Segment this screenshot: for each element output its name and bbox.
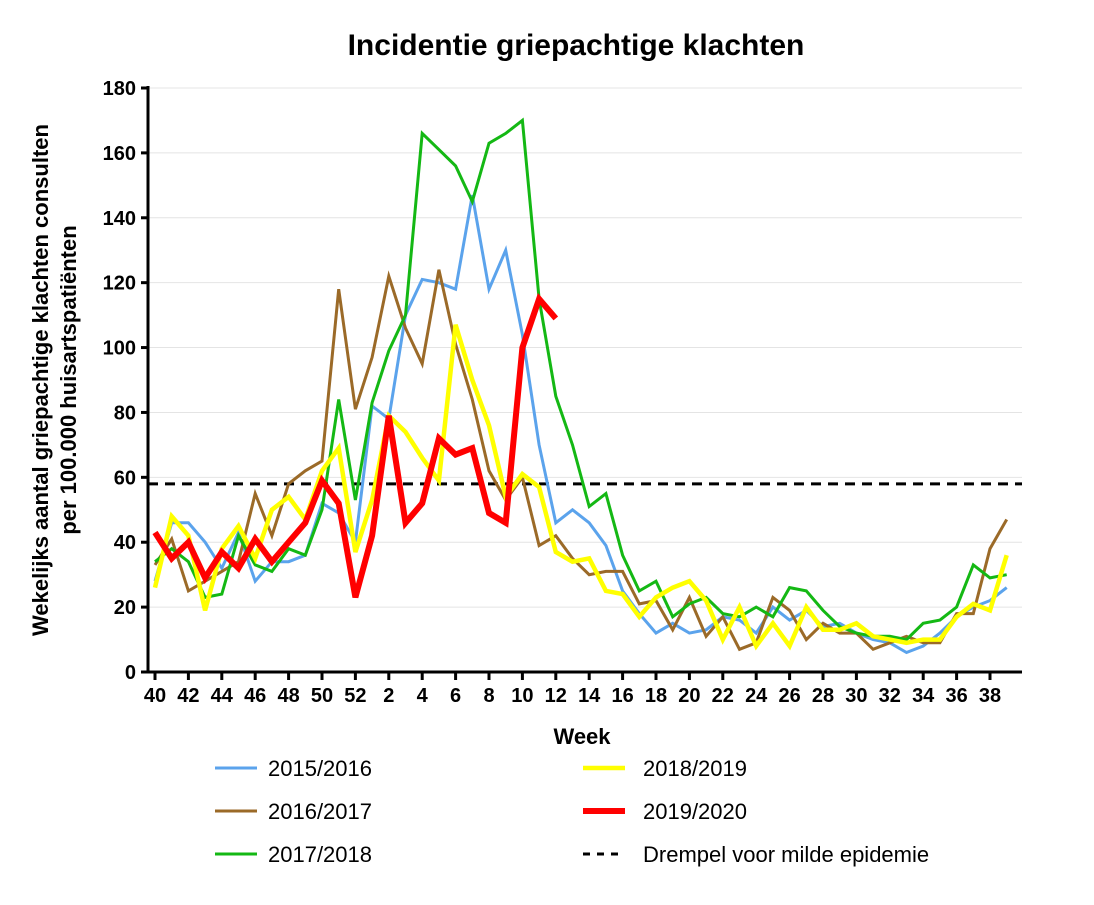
x-tick-label: 52 (344, 685, 366, 707)
legend-label: 2017/2018 (268, 842, 372, 867)
gridlines (148, 87, 1022, 608)
legend-label: 2015/2016 (268, 756, 372, 781)
y-tick-label: 180 (103, 78, 136, 100)
x-tick-label: 36 (945, 685, 967, 707)
x-tick-label: 18 (645, 685, 667, 707)
legend-item: 2019/2020 (583, 799, 747, 824)
y-tick-label: 20 (114, 597, 136, 619)
x-tick-label: 32 (879, 685, 901, 707)
y-axis-label-line2: per 100.000 huisartspatiënten (56, 225, 81, 534)
series-line-2018-2019 (152, 324, 1009, 651)
x-tick-label: 8 (483, 685, 494, 707)
series-lines (152, 117, 1009, 655)
legend-label: Drempel voor milde epidemie (643, 842, 929, 867)
y-tick-label: 80 (114, 402, 136, 424)
legend-label: 2018/2019 (643, 756, 747, 781)
x-tick-label: 26 (778, 685, 800, 707)
series-line-2019-2020 (152, 292, 559, 599)
series-line-2015-2016 (153, 194, 1008, 655)
x-tick-label: 22 (712, 685, 734, 707)
legend-item: 2015/2016 (215, 756, 372, 781)
y-tick-label: 0 (125, 662, 136, 684)
x-tick-label: 10 (511, 685, 533, 707)
x-tick-label: 16 (611, 685, 633, 707)
x-tick-label: 30 (845, 685, 867, 707)
legend-label: 2016/2017 (268, 799, 372, 824)
x-tick-label: 40 (144, 685, 166, 707)
legend-label: 2019/2020 (643, 799, 747, 824)
x-tick-label: 6 (450, 685, 461, 707)
x-tick-label: 42 (177, 685, 199, 707)
x-tick-label: 14 (578, 685, 601, 707)
x-tick-label: 46 (244, 685, 266, 707)
x-tick-label: 38 (979, 685, 1001, 707)
x-tick-label: 34 (912, 685, 935, 707)
x-tick-label: 48 (277, 685, 299, 707)
legend: 2015/2016 2016/2017 2017/2018 2018/2019 2019… (215, 756, 929, 867)
y-tick-label: 160 (103, 143, 136, 165)
x-tick-label: 2 (383, 685, 394, 707)
y-tick-label: 40 (114, 532, 136, 554)
x-tick-label: 44 (211, 685, 234, 707)
y-tick-label: 100 (103, 338, 136, 360)
y-tick-label: 60 (114, 467, 136, 489)
y-tick-label: 120 (103, 273, 136, 295)
x-tick-label: 20 (678, 685, 700, 707)
x-tick-label: 28 (812, 685, 834, 707)
legend-item: Drempel voor milde epidemie (583, 842, 929, 867)
x-axis-label: Week (553, 724, 611, 749)
y-tick-label: 140 (103, 208, 136, 230)
x-tick-label: 12 (545, 685, 567, 707)
legend-item: 2018/2019 (583, 756, 747, 781)
x-tick-label: 24 (745, 685, 768, 707)
y-axis-label-line1: Wekelijks aantal griepachtige klachten c… (28, 124, 53, 636)
legend-item: 2016/2017 (215, 799, 372, 824)
x-tick-label: 50 (311, 685, 333, 707)
legend-item: 2017/2018 (215, 842, 372, 867)
series-line-2016-2017 (153, 269, 1009, 652)
series-line-2017-2018 (154, 117, 1007, 642)
x-tick-label: 4 (417, 685, 429, 707)
chart-title: Incidentie griepachtige klachten (348, 29, 805, 62)
